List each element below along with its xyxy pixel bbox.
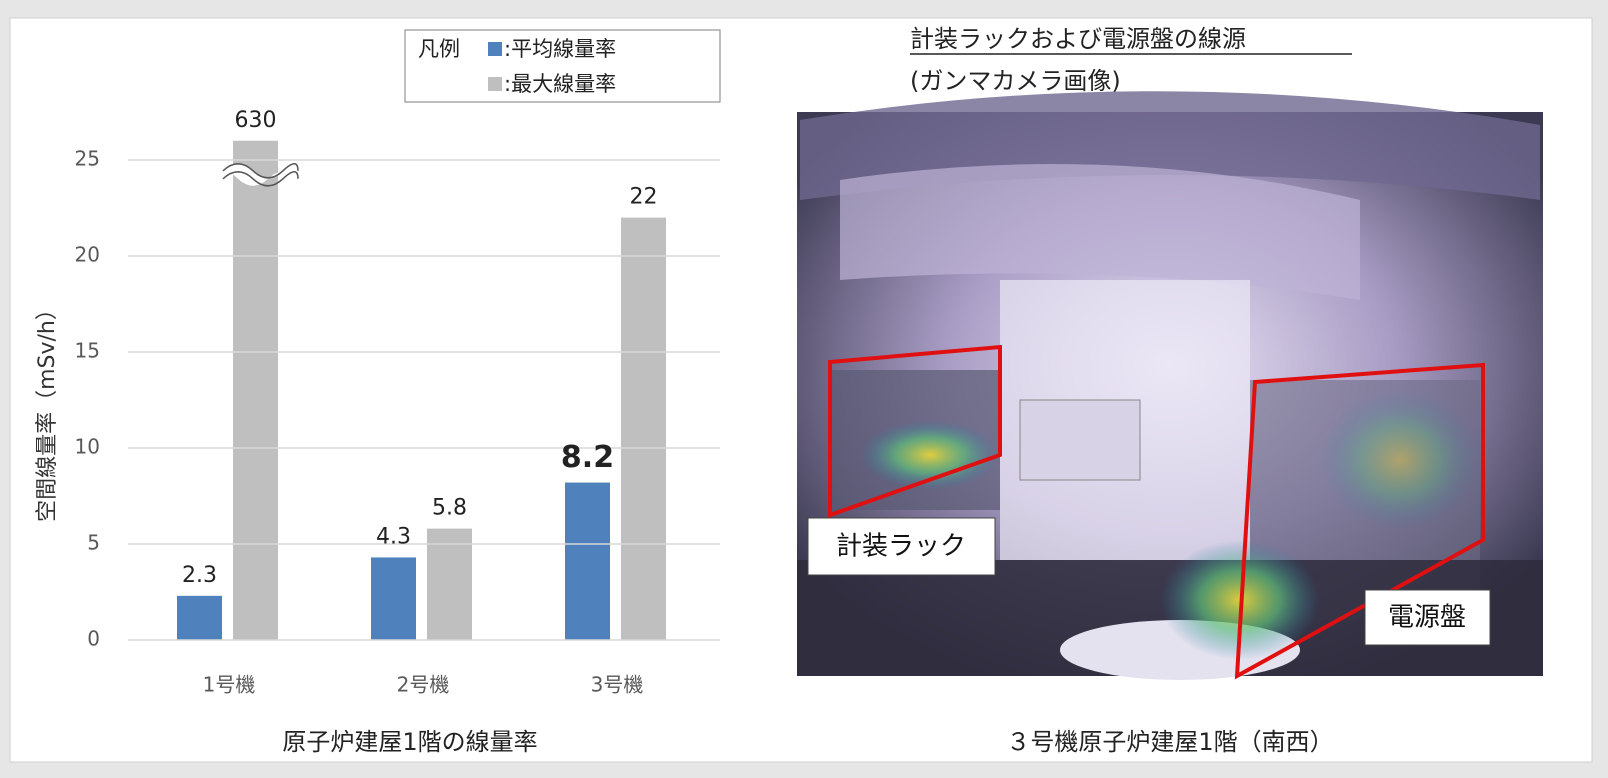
legend-swatch [488,42,502,56]
x-tick-label: 3号機 [591,673,644,697]
photo-title: 計装ラックおよび電源盤の線源 [910,25,1246,53]
value-label: 630 [235,108,277,133]
x-tick-label: 1号機 [203,673,256,697]
value-label: 22 [630,185,658,210]
legend-box [404,29,721,103]
value-label: 5.8 [432,496,467,521]
legend-label: :平均線量率 [504,37,616,61]
bar [621,217,666,640]
y-tick-label: 5 [87,531,100,555]
legend-swatch [488,77,502,91]
x-tick-label: 2号機 [397,673,450,697]
chart-title: 原子炉建屋1階の線量率 [282,728,537,756]
y-tick-label: 25 [75,147,100,171]
axis-break [222,163,299,179]
photo-caption: ３号機原子炉建屋1階（南西） [1006,728,1333,756]
bar [233,140,278,640]
y-tick-label: 10 [75,435,100,459]
photo-label: 計装ラック [836,532,966,562]
axis-break [222,171,299,187]
axis-break [223,163,298,186]
y-axis-title: 空間線量率（mSv/h） [35,298,60,522]
value-label: 4.3 [376,524,411,549]
y-tick-label: 15 [75,339,100,363]
photo-subtitle: (ガンマカメラ画像) [910,67,1121,95]
y-tick-label: 20 [75,243,100,267]
bar [371,557,416,640]
photo-label: 電源盤 [1388,603,1466,633]
value-label: 8.2 [561,440,614,475]
value-label: 2.3 [182,563,217,588]
legend-label: :最大線量率 [504,72,616,96]
gamma-image [797,91,1543,680]
y-tick-label: 0 [87,627,100,651]
bar [177,595,222,640]
bar [565,482,610,640]
bar [427,528,472,640]
plot-area [177,140,666,640]
legend-title: 凡例 [418,37,460,61]
